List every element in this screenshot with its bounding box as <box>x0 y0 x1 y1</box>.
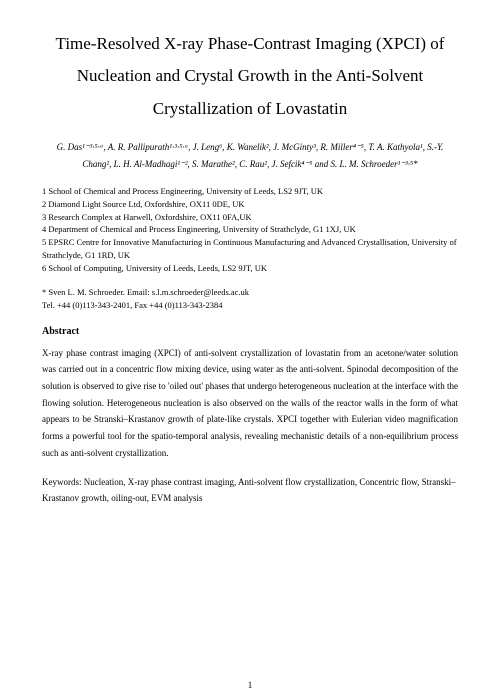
affiliation-5: 5 EPSRC Centre for Innovative Manufactur… <box>42 236 458 262</box>
abstract-heading: Abstract <box>42 326 458 337</box>
affiliation-3: 3 Research Complex at Harwell, Oxfordshi… <box>42 211 458 224</box>
authors-list: G. Das¹⁻³·⁵·ᵃ, A. R. Pallipurath¹·³·⁵·ᵃ,… <box>42 139 458 173</box>
affiliation-4: 4 Department of Chemical and Process Eng… <box>42 223 458 236</box>
corresponding-author-block: * Sven L. M. Schroeder. Email: s.l.m.sch… <box>42 286 458 312</box>
page-number: 1 <box>0 680 500 690</box>
abstract-body: X-ray phase contrast imaging (XPCI) of a… <box>42 345 458 461</box>
affiliations-block: 1 School of Chemical and Process Enginee… <box>42 185 458 274</box>
affiliation-1: 1 School of Chemical and Process Enginee… <box>42 185 458 198</box>
affiliation-6: 6 School of Computing, University of Lee… <box>42 262 458 275</box>
corresponding-contact: Tel. +44 (0)113-343-2401, Fax +44 (0)113… <box>42 299 458 312</box>
affiliation-2: 2 Diamond Light Source Ltd, Oxfordshire,… <box>42 198 458 211</box>
paper-title: Time-Resolved X-ray Phase-Contrast Imagi… <box>42 28 458 125</box>
corresponding-name: * Sven L. M. Schroeder. Email: s.l.m.sch… <box>42 286 458 299</box>
keywords: Keywords: Nucleation, X-ray phase contra… <box>42 475 458 506</box>
